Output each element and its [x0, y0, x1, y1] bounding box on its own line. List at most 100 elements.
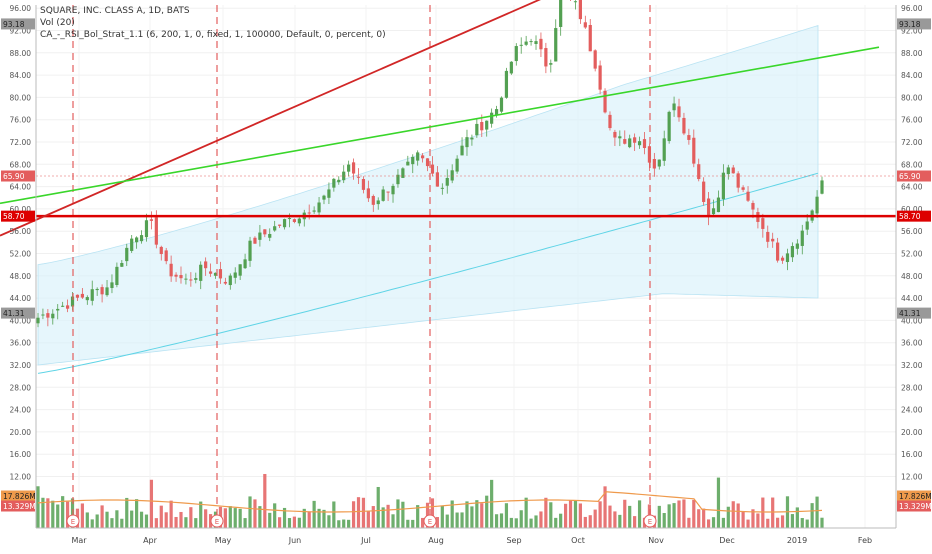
candle — [366, 188, 370, 199]
candle — [726, 167, 730, 175]
candle — [406, 161, 410, 166]
y-tick-left: 68.00 — [10, 160, 32, 169]
volume-bar — [356, 497, 361, 528]
volume-bar — [396, 499, 400, 528]
volume-bar — [80, 503, 84, 528]
volume-bar — [494, 514, 499, 528]
volume-bar — [633, 516, 637, 528]
candle — [435, 172, 439, 187]
volume-bar — [342, 519, 346, 528]
volume-bar — [588, 515, 592, 528]
volume-bar — [36, 486, 40, 528]
volume-bar — [716, 477, 721, 528]
candle — [524, 41, 528, 45]
candle — [706, 198, 711, 217]
candle — [480, 121, 484, 131]
candle — [297, 218, 301, 224]
price-badge — [1, 18, 35, 30]
candle — [440, 187, 444, 189]
candle — [445, 177, 449, 186]
candle — [287, 218, 292, 220]
volume-bar — [327, 515, 331, 528]
volume-bar — [223, 508, 227, 528]
price-badge-label: 58.70 — [899, 212, 921, 221]
candle — [421, 155, 425, 159]
price-badge-label: 41.31 — [899, 309, 921, 318]
candle — [125, 247, 129, 262]
volume-bar — [815, 496, 819, 528]
y-tick-left: 56.00 — [10, 227, 32, 236]
volume-bar — [805, 519, 809, 528]
candle — [381, 189, 385, 201]
candle — [351, 162, 356, 174]
x-tick-label: Aug — [428, 536, 444, 545]
candle — [711, 208, 716, 215]
downtrend-line[interactable] — [0, 0, 577, 237]
x-tick-label: Dec — [719, 536, 734, 545]
candle — [499, 97, 504, 112]
candle — [396, 174, 400, 185]
volume-bar — [120, 518, 124, 528]
volume-bar — [46, 498, 50, 528]
price-badge — [897, 170, 931, 182]
price-badge-label: 13.329M — [899, 502, 932, 511]
price-badge-label: 93.18 — [3, 20, 25, 29]
candle — [494, 109, 499, 116]
volume-bar — [583, 516, 587, 528]
candle — [815, 196, 819, 214]
candle — [144, 220, 149, 238]
candle — [115, 266, 119, 286]
candle — [194, 278, 198, 280]
candle — [559, 0, 563, 27]
candle — [135, 237, 139, 243]
volume-bar — [780, 515, 785, 528]
candle — [751, 202, 755, 210]
candle — [652, 158, 656, 169]
volume-bar — [159, 505, 163, 528]
volume-bar — [800, 518, 804, 528]
volume-indicator-label: Vol (20) — [40, 18, 75, 28]
candle — [613, 131, 617, 138]
y-tick-right: 80.00 — [901, 93, 923, 102]
candle — [416, 152, 420, 161]
candle — [263, 229, 267, 235]
volume-bar — [578, 503, 582, 528]
candle — [475, 123, 479, 136]
volume-bar — [233, 508, 237, 528]
earnings-marker-icon[interactable] — [210, 514, 224, 528]
candle — [80, 293, 84, 298]
volume-bar — [376, 486, 380, 528]
x-tick-label: Jun — [288, 536, 302, 545]
volume-bar — [529, 518, 533, 528]
bollinger-band — [37, 24, 819, 366]
y-tick-right: 24.00 — [901, 406, 923, 415]
y-tick-left: 96.00 — [10, 4, 32, 13]
y-tick-right: 12.00 — [901, 473, 923, 482]
candle — [149, 219, 154, 221]
candle — [692, 137, 696, 164]
earnings-marker-label: E — [215, 518, 219, 526]
volume-bar — [726, 506, 730, 528]
y-tick-right: 72.00 — [901, 138, 923, 147]
candle — [327, 189, 331, 198]
candle — [425, 158, 430, 167]
volume-bar — [756, 513, 760, 528]
volume-bar — [51, 500, 55, 528]
volume-bar — [593, 509, 597, 528]
volume-bar — [61, 496, 65, 528]
y-tick-left: 12.00 — [10, 473, 32, 482]
volume-bar — [366, 510, 370, 528]
earnings-marker-icon[interactable] — [423, 514, 437, 528]
candle — [61, 305, 65, 307]
candle — [795, 243, 799, 249]
volume-bar — [667, 504, 671, 528]
y-tick-right: 64.00 — [901, 183, 923, 192]
earnings-marker-icon[interactable] — [643, 514, 657, 528]
projection-arrow[interactable] — [0, 46, 880, 205]
x-tick-label: Nov — [648, 536, 664, 545]
volume-bar — [795, 507, 799, 528]
price-badge — [897, 500, 931, 512]
candle — [485, 120, 489, 130]
earnings-marker-icon[interactable] — [66, 514, 80, 528]
volume-bar — [771, 497, 775, 528]
